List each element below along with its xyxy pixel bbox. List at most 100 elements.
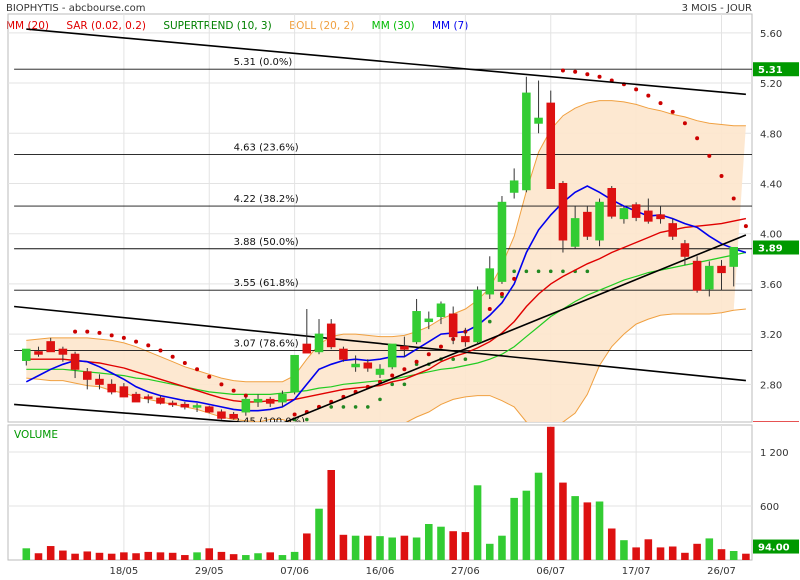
candle-body <box>631 204 641 218</box>
candle-body <box>143 396 153 399</box>
date-tick-label: 29/05 <box>195 566 224 577</box>
sar-dot <box>573 69 578 74</box>
candle-body <box>680 243 690 257</box>
trendline <box>26 28 746 96</box>
candle-body <box>436 303 446 318</box>
volume-bar <box>278 555 287 560</box>
volume-bar <box>717 549 726 560</box>
volume-bar <box>59 550 67 560</box>
volume-bar <box>229 554 238 560</box>
supertrend-dot <box>378 397 382 402</box>
volume-bar <box>425 524 433 560</box>
volume-bar <box>364 535 372 560</box>
fibonacci-label: 2.45 (100.0%) <box>234 416 305 427</box>
candle-body <box>485 268 495 295</box>
candle-body <box>448 313 458 338</box>
volume-bar <box>693 543 701 560</box>
fibonacci-label: 3.07 (78.6%) <box>234 338 299 349</box>
volume-bar <box>95 552 104 560</box>
candle-body <box>607 187 617 217</box>
date-tick-label: 18/05 <box>109 566 138 577</box>
candle-body <box>290 354 299 393</box>
candle-body <box>302 343 312 354</box>
price-tick-label: 5.60 <box>760 29 782 40</box>
candle-body <box>339 348 348 360</box>
candle-body <box>558 182 568 241</box>
volume-tick-label: 600 <box>760 502 779 513</box>
low-badge-bg <box>753 421 799 422</box>
volume-bar <box>644 539 653 560</box>
candle-body <box>705 265 714 290</box>
candle-body <box>619 208 629 220</box>
sar-dot <box>85 329 90 334</box>
volume-bar <box>193 552 201 560</box>
volume-bar <box>290 551 299 560</box>
trendline <box>14 403 250 422</box>
volume-bar <box>266 552 275 560</box>
volume-bar <box>607 528 616 560</box>
indicator-legend: MM (20) SAR (0.02, 0.2) SUPERTREND (10, … <box>6 20 482 32</box>
volume-bar <box>498 535 506 560</box>
supertrend-dot <box>390 382 394 387</box>
volume-bar <box>485 543 494 560</box>
legend-mm7: MM (7) <box>432 20 469 32</box>
legend-mm20: MM (20) <box>6 20 50 32</box>
sar-dot <box>158 348 163 353</box>
supertrend-dot <box>487 319 492 324</box>
candle-body <box>729 247 738 267</box>
volume-bar <box>156 552 165 560</box>
date-tick-label: 27/06 <box>451 566 480 577</box>
candle-body <box>34 351 43 355</box>
legend-supertrend: SUPERTREND (10, 3) <box>163 20 272 32</box>
legend-mm30: MM (30) <box>371 20 415 32</box>
candle-body <box>253 398 263 403</box>
sar-dot <box>414 359 419 364</box>
sar-dot <box>182 360 187 365</box>
supertrend-dot <box>451 357 455 362</box>
candle-body <box>534 117 543 124</box>
price-tick-label: 4.40 <box>760 179 782 190</box>
volume-bar <box>71 553 79 560</box>
candle-body <box>326 323 336 348</box>
sar-dot <box>243 393 248 398</box>
sar-dot <box>109 333 114 338</box>
supertrend-dot <box>561 269 565 274</box>
supertrend-dot <box>548 269 553 274</box>
candle-body <box>46 341 55 353</box>
volume-bar <box>315 508 323 560</box>
volume-last-value: 94.00 <box>758 543 790 554</box>
candle-body <box>595 201 604 241</box>
volume-bar <box>559 482 567 560</box>
volume-badge-bg <box>753 539 799 554</box>
date-tick-label: 07/06 <box>280 566 309 577</box>
volume-bar <box>144 551 153 560</box>
candle-body <box>95 378 104 385</box>
volume-bar <box>120 552 128 560</box>
sar-dot <box>231 388 236 393</box>
sar-dot <box>695 136 700 141</box>
sar-dot <box>731 196 736 201</box>
supertrend-dot <box>341 405 346 409</box>
candle-body <box>644 210 653 222</box>
supertrend-dot <box>305 417 309 422</box>
sar-dot <box>170 354 175 359</box>
supertrend-dot <box>366 405 370 409</box>
fibonacci-label: 5.31 (0.0%) <box>234 57 293 68</box>
volume-bar <box>705 538 714 560</box>
date-tick-label: 26/07 <box>707 566 736 577</box>
candle-body <box>217 411 226 419</box>
sar-dot <box>719 173 724 178</box>
sar-dot <box>512 276 517 281</box>
candle-body <box>314 333 324 353</box>
volume-bar <box>376 536 384 560</box>
candle-body <box>278 393 287 403</box>
volume-bar <box>437 526 445 560</box>
volume-bar <box>668 546 677 560</box>
fibonacci-label: 3.55 (61.8%) <box>234 278 299 289</box>
candle-body <box>229 413 238 419</box>
mm30-line <box>26 251 747 395</box>
volume-label: VOLUME <box>14 429 58 441</box>
sar-dot <box>743 224 748 229</box>
sar-dot <box>560 68 565 73</box>
volume-bar <box>473 485 482 560</box>
